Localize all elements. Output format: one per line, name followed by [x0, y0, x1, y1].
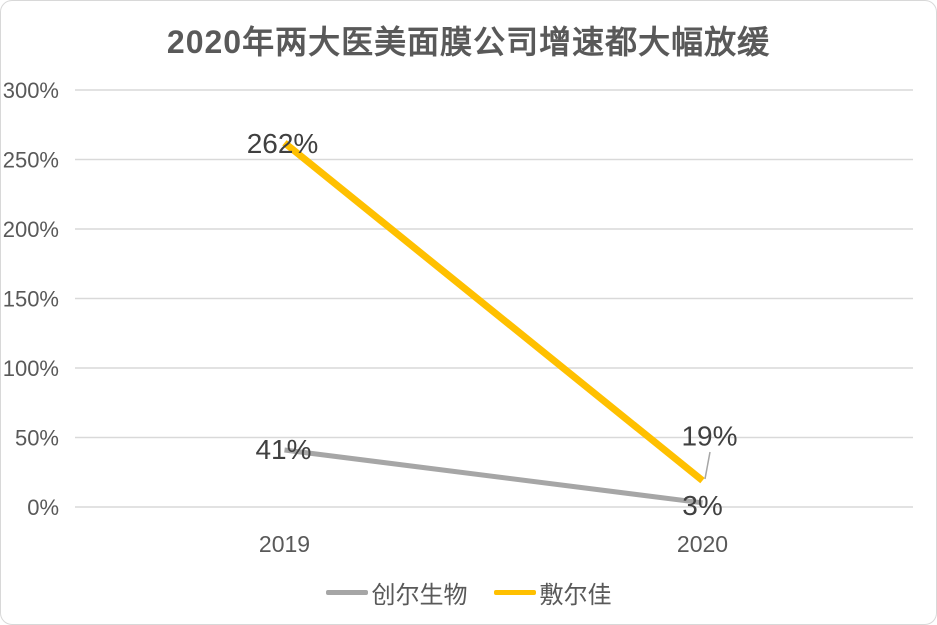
data-label-leader-line	[704, 451, 711, 480]
legend: 创尔生物 敷尔佳	[1, 575, 936, 610]
legend-label-series-1: 创尔生物	[371, 582, 468, 609]
y-axis-tick-label: 250%	[3, 148, 59, 173]
legend-item-chuangersheng: 创尔生物	[325, 575, 468, 610]
y-axis-tick-label: 100%	[3, 356, 59, 381]
y-axis-tick-label: 200%	[3, 217, 59, 242]
legend-line-swatch-gray	[325, 590, 368, 595]
legend-item-fuerjia: 敷尔佳	[493, 575, 612, 610]
legend-line-swatch-yellow	[493, 590, 536, 595]
y-axis-tick-label: 150%	[3, 287, 59, 312]
x-axis-tick-label: 2020	[677, 531, 728, 557]
legend-label-series-2: 敷尔佳	[539, 582, 612, 609]
y-axis-tick-label: 0%	[27, 495, 59, 520]
data-label: 262%	[247, 128, 319, 159]
data-label: 3%	[682, 490, 722, 521]
chart-title: 2020年两大医美面膜公司增速都大幅放缓	[166, 24, 771, 60]
y-axis-tick-label: 300%	[3, 78, 59, 103]
series-line-yellow	[282, 140, 705, 484]
data-label: 19%	[681, 421, 737, 452]
series-line-gray	[284, 447, 703, 506]
x-axis-tick-label: 2019	[259, 531, 310, 557]
y-axis-tick-label: 50%	[15, 426, 59, 451]
data-label: 41%	[255, 434, 311, 465]
